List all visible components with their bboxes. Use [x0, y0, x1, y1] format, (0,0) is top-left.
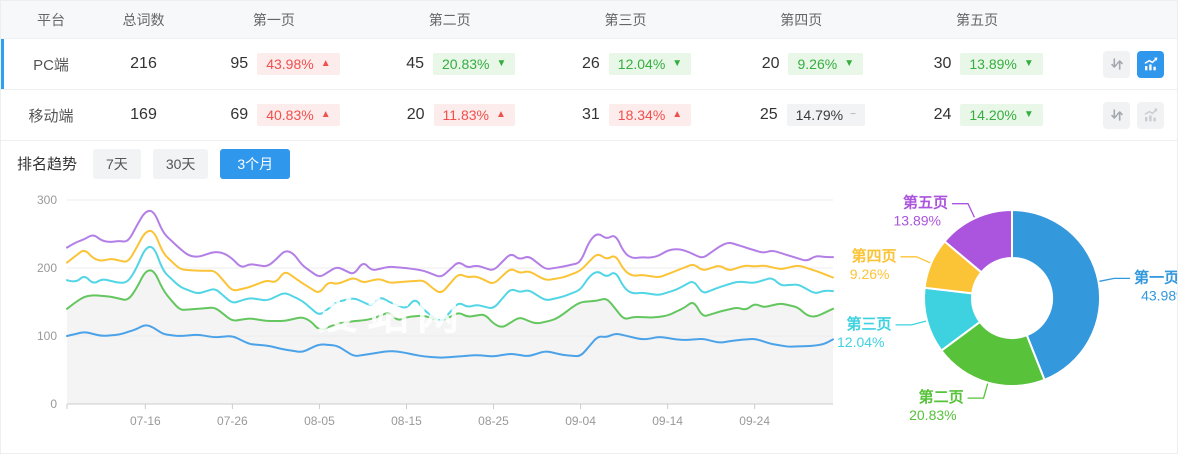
platform-label: PC端: [33, 56, 69, 74]
svg-text:100: 100: [37, 329, 57, 343]
page2-cell: 45 20.83% ▼: [362, 53, 538, 75]
svg-text:43.98%: 43.98%: [1141, 287, 1178, 303]
svg-text:9.26%: 9.26%: [850, 266, 890, 282]
header-page5: 第五页: [956, 11, 999, 28]
page3-cell: 31 18.34% ▲: [538, 104, 714, 126]
page-count: 69: [230, 106, 249, 123]
up-arrow-icon: ▲: [495, 109, 506, 120]
pct-badge: 18.34% ▲: [608, 104, 692, 126]
platform-label: 移动端: [28, 107, 74, 125]
pct-badge: 43.98% ▲: [257, 53, 340, 75]
page-count: 24: [933, 106, 952, 123]
table-row-mobile[interactable]: 移动端 169 69 40.83% ▲ 20 11.83% ▲ 31 18.34% ▲…: [1, 90, 1177, 141]
total-words: 169: [130, 106, 157, 123]
trend-chart-button[interactable]: [1137, 101, 1164, 129]
total-words: 216: [130, 55, 157, 72]
trend-chart-icon: [1144, 57, 1157, 71]
svg-text:20.83%: 20.83%: [909, 407, 956, 423]
table-row-pc[interactable]: PC端 216 95 43.98% ▲ 45 20.83% ▼ 26 12.04% ▼…: [1, 39, 1177, 90]
page5-cell: 30 13.89% ▼: [889, 53, 1065, 75]
page-count: 31: [582, 106, 600, 123]
svg-text:08-25: 08-25: [478, 414, 509, 428]
pct-badge: 9.26% ▼: [788, 53, 864, 75]
trend-line-chart: 0 100 200 300 07-16 07-26 08-05 08-15 08-25 09-04…: [17, 187, 834, 437]
pct-badge: 20.83% ▼: [433, 53, 516, 75]
pct-badge: 13.89% ▼: [960, 53, 1043, 75]
sort-arrows-icon: [1110, 109, 1123, 121]
svg-text:12.04%: 12.04%: [837, 334, 884, 350]
svg-text:07-26: 07-26: [217, 414, 248, 428]
page2-cell: 20 11.83% ▲: [362, 104, 538, 126]
trend-title: 排名趋势: [17, 156, 78, 173]
svg-text:第二页: 第二页: [919, 388, 964, 406]
pct-badge: 12.04% ▼: [608, 53, 692, 75]
svg-text:08-15: 08-15: [391, 414, 422, 428]
sort-button[interactable]: [1103, 50, 1130, 78]
svg-text:13.89%: 13.89%: [894, 213, 941, 229]
page4-cell: 25 14.79% −: [713, 104, 889, 126]
tab-30d[interactable]: 30天: [152, 148, 209, 179]
trend-chart-button[interactable]: [1137, 50, 1164, 78]
page3-cell: 26 12.04% ▼: [538, 53, 714, 75]
page-count: 26: [582, 55, 600, 72]
pct-badge: 14.79% −: [786, 104, 865, 126]
sort-arrows-icon: [1110, 58, 1123, 70]
pct-badge: 11.83% ▲: [433, 104, 515, 126]
up-arrow-icon: ▲: [672, 109, 683, 120]
up-arrow-icon: ▲: [320, 109, 331, 120]
page1-cell: 69 40.83% ▲: [186, 104, 362, 126]
charts-area: 0 100 200 300 07-16 07-26 08-05 08-15 08-25 09-04…: [1, 187, 1177, 451]
pct-badge: 14.20% ▼: [960, 104, 1043, 126]
pct-badge: 40.83% ▲: [257, 104, 340, 126]
page5-cell: 24 14.20% ▼: [889, 104, 1065, 126]
svg-text:第一页: 第一页: [1134, 268, 1178, 286]
svg-text:第四页: 第四页: [851, 247, 896, 265]
svg-text:第三页: 第三页: [846, 315, 891, 333]
down-arrow-icon: ▼: [844, 58, 855, 69]
header-total: 总词数: [122, 11, 165, 28]
svg-text:爱站网: 爱站网: [317, 291, 467, 338]
header-page1: 第一页: [252, 11, 295, 28]
svg-text:09-14: 09-14: [652, 414, 683, 428]
table-header-row: 平台 总词数 第一页 第二页 第三页 第四页 第五页: [1, 1, 1177, 39]
svg-text:300: 300: [37, 193, 57, 207]
page-count: 95: [230, 55, 249, 72]
svg-text:09-24: 09-24: [739, 414, 770, 428]
header-page2: 第二页: [428, 11, 471, 28]
page-count: 20: [406, 106, 425, 123]
sort-button[interactable]: [1103, 101, 1130, 129]
trend-chart-icon: [1144, 108, 1157, 122]
svg-text:0: 0: [50, 397, 57, 411]
svg-text:第五页: 第五页: [903, 194, 948, 212]
rank-table: 平台 总词数 第一页 第二页 第三页 第四页 第五页 PC端 216 95 43…: [1, 1, 1177, 141]
page1-cell: 95 43.98% ▲: [186, 53, 362, 75]
svg-text:200: 200: [37, 261, 57, 275]
header-page3: 第三页: [604, 11, 647, 28]
page-count: 45: [406, 55, 424, 72]
page-count: 30: [933, 55, 952, 72]
svg-text:07-16: 07-16: [130, 414, 161, 428]
trend-toolbar: 排名趋势 7天 30天 3个月: [17, 148, 1177, 179]
tab-7d[interactable]: 7天: [93, 148, 141, 179]
down-arrow-icon: ▼: [672, 58, 683, 69]
page4-cell: 20 9.26% ▼: [713, 53, 889, 75]
page-count: 20: [761, 55, 780, 72]
up-arrow-icon: ▲: [320, 58, 331, 69]
svg-text:09-04: 09-04: [565, 414, 596, 428]
header-platform: 平台: [37, 11, 65, 28]
tab-3m[interactable]: 3个月: [220, 148, 291, 179]
down-arrow-icon: ▼: [1023, 58, 1034, 69]
down-arrow-icon: ▼: [496, 58, 507, 69]
flat-minus-icon: −: [850, 109, 856, 120]
page-count: 25: [759, 106, 778, 123]
down-arrow-icon: ▼: [1023, 109, 1034, 120]
svg-text:08-05: 08-05: [304, 414, 335, 428]
header-page4: 第四页: [780, 11, 823, 28]
